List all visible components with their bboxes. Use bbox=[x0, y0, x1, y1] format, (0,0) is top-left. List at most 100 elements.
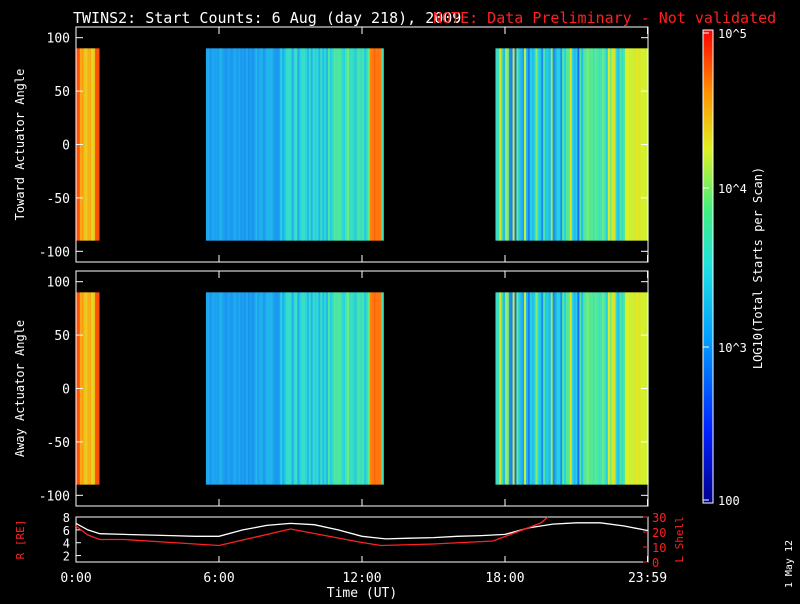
heatmap-column bbox=[638, 292, 641, 485]
heatmap-column bbox=[268, 292, 272, 485]
heatmap-column bbox=[602, 292, 605, 485]
heatmap-column bbox=[207, 48, 211, 241]
heatmap-column bbox=[272, 48, 276, 241]
heatmap-column bbox=[301, 48, 304, 241]
heatmap-column bbox=[569, 48, 573, 241]
heatmap-column bbox=[270, 292, 274, 485]
heatmap-column bbox=[343, 292, 346, 485]
heatmap-column bbox=[607, 292, 611, 485]
heatmap-column bbox=[596, 292, 600, 485]
time-tick-label: 12:00 bbox=[342, 571, 381, 586]
time-tick-label: 18:00 bbox=[485, 571, 524, 586]
heatmap-column bbox=[85, 292, 89, 485]
side-date-label: 1 May 12 bbox=[784, 540, 795, 589]
heatmap-column bbox=[505, 292, 508, 485]
heatmap-column bbox=[244, 292, 247, 485]
heatmap-column bbox=[284, 48, 287, 241]
heatmap-column bbox=[322, 292, 325, 485]
heatmap-column bbox=[636, 292, 640, 485]
heatmap-column bbox=[550, 48, 554, 241]
heatmap-column bbox=[571, 292, 575, 485]
heatmap-column bbox=[588, 292, 592, 485]
toward-actuator-panel: 100 50 0 -50 -100 Toward Actuator Angle bbox=[13, 26, 649, 263]
heatmap-column bbox=[251, 292, 255, 485]
heatmap-column bbox=[636, 48, 640, 241]
heatmap-column bbox=[630, 48, 634, 241]
y-tick-label: 50 bbox=[54, 85, 70, 100]
heatmap-column bbox=[529, 48, 533, 241]
heatmap-column bbox=[358, 48, 361, 241]
colorbar-tick-label: 10^3 bbox=[718, 341, 747, 355]
heatmap-column bbox=[533, 292, 537, 485]
time-tick-label: 23:59 bbox=[628, 571, 667, 586]
heatmap-column bbox=[308, 292, 312, 485]
heatmap-column bbox=[236, 48, 239, 241]
heatmap-column bbox=[615, 292, 619, 485]
heatmap-column bbox=[236, 292, 239, 485]
heatmap-column bbox=[632, 292, 636, 485]
heatmap-column bbox=[230, 48, 234, 241]
heatmap-column bbox=[276, 48, 279, 241]
heatmap-column bbox=[293, 48, 297, 241]
heatmap-column bbox=[573, 48, 577, 241]
time-tick-label: 0:00 bbox=[60, 571, 91, 586]
heatmap-column bbox=[282, 292, 285, 485]
heatmap-column bbox=[232, 292, 236, 485]
heatmap-column bbox=[289, 292, 293, 485]
heatmap-column bbox=[306, 48, 310, 241]
heatmap-column bbox=[297, 48, 300, 241]
heatmap-column bbox=[373, 48, 377, 241]
heatmap-column bbox=[329, 292, 333, 485]
heatmap-column bbox=[623, 48, 626, 241]
heatmap-column bbox=[350, 292, 354, 485]
heatmap-column bbox=[264, 292, 268, 485]
heatmap-column bbox=[371, 292, 375, 485]
heatmap-column bbox=[615, 48, 619, 241]
heatmap-column bbox=[375, 48, 379, 241]
heatmap-column bbox=[552, 292, 556, 485]
heatmap-column bbox=[546, 292, 550, 485]
heatmap-column bbox=[356, 292, 360, 485]
heatmap-column bbox=[253, 48, 257, 241]
heatmap-column bbox=[205, 292, 209, 485]
heatmap-column bbox=[293, 292, 297, 485]
heatmap-column bbox=[518, 48, 521, 241]
heatmap-column bbox=[291, 48, 295, 241]
heatmap-column bbox=[257, 48, 260, 241]
heatmap-column bbox=[324, 292, 327, 485]
heatmap-column bbox=[291, 292, 295, 485]
heatmap-column bbox=[548, 292, 552, 485]
heatmap-column bbox=[221, 48, 224, 241]
heatmap-column bbox=[566, 48, 569, 241]
r-tick-label: 2 bbox=[63, 550, 70, 564]
heatmap-column bbox=[356, 48, 360, 241]
heatmap-column bbox=[369, 48, 373, 241]
y-tick-label: 100 bbox=[47, 276, 70, 291]
y-tick-label: -50 bbox=[47, 192, 70, 207]
heatmap-column bbox=[305, 48, 308, 241]
heatmap-column bbox=[545, 48, 548, 241]
heatmap-column bbox=[223, 48, 226, 241]
heatmap-column bbox=[575, 292, 579, 485]
l-shell-tick-label: 30 bbox=[652, 511, 666, 525]
heatmap-column bbox=[261, 48, 264, 241]
heatmap-column bbox=[539, 48, 542, 241]
heatmap-column bbox=[634, 292, 638, 485]
heatmap-column bbox=[512, 292, 516, 485]
heatmap-column bbox=[278, 48, 281, 241]
heatmap-column bbox=[360, 292, 363, 485]
heatmap-column bbox=[205, 48, 209, 241]
heatmap-column bbox=[554, 292, 558, 485]
heatmap-column bbox=[625, 48, 628, 241]
heatmap-column bbox=[377, 292, 380, 485]
heatmap-column bbox=[554, 48, 558, 241]
heatmap-column bbox=[522, 48, 525, 241]
heatmap-column bbox=[83, 292, 87, 485]
heatmap-column bbox=[609, 48, 613, 241]
heatmap-column bbox=[495, 48, 498, 241]
heatmap-column bbox=[345, 292, 348, 485]
heatmap-column bbox=[217, 292, 220, 485]
heatmap-column bbox=[541, 292, 544, 485]
heatmap-column bbox=[295, 292, 299, 485]
